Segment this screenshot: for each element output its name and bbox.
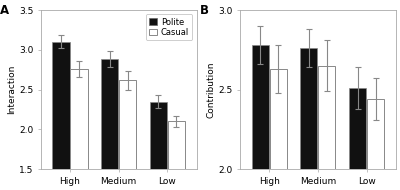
Bar (318, 66, 336, 190)
Bar (101, 59, 118, 190)
Text: A: A (0, 4, 10, 17)
Bar (300, 48, 318, 190)
Y-axis label: Interaction: Interaction (7, 65, 16, 114)
Bar (252, 45, 269, 190)
Bar (270, 69, 287, 190)
Bar (119, 80, 136, 190)
Legend: Polite, Casual: Polite, Casual (146, 14, 192, 40)
Bar (150, 101, 167, 190)
Bar (168, 121, 185, 190)
Bar (367, 99, 384, 190)
Bar (349, 88, 366, 190)
Text: B: B (200, 4, 209, 17)
Y-axis label: Contribution: Contribution (206, 61, 215, 118)
Bar (70, 69, 88, 190)
Bar (52, 42, 70, 190)
